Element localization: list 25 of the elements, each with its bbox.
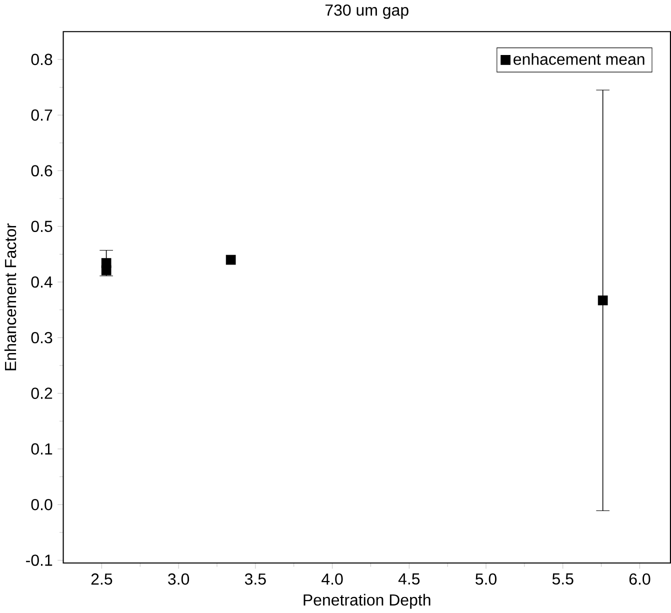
- legend-label: enhacement mean: [514, 53, 644, 65]
- x-tick-label: 5.5: [552, 573, 574, 584]
- x-axis-title: Penetration Depth: [304, 594, 430, 609]
- x-tick-label: 3.0: [168, 573, 190, 585]
- y-tick-label: 0.5: [31, 220, 52, 232]
- y-tick-label: 0.6: [31, 164, 52, 176]
- point: [101, 265, 112, 276]
- y-axis-title: Enhancement Factor: [4, 223, 16, 370]
- y-tick-label: -0.1: [26, 554, 52, 566]
- x-tick-label: 5.0: [476, 573, 497, 585]
- point: [226, 254, 236, 265]
- x-tick-label: 3.5: [244, 573, 266, 585]
- y-tick-label: 0.2: [31, 388, 52, 399]
- x-tick-label: 4.5: [398, 573, 420, 584]
- y-tick-label: 0.4: [31, 276, 52, 288]
- x-tick-label: 6.0: [629, 573, 650, 585]
- y-tick-label: 0.0: [31, 498, 52, 510]
- chart-title: 730 um gap: [325, 4, 408, 19]
- y-tick-label: 0.3: [31, 332, 52, 344]
- x-tick-label: 4.0: [322, 573, 343, 585]
- point: [598, 295, 608, 306]
- y-tick-label: 0.8: [31, 54, 52, 65]
- y-tick-label: 0.1: [31, 443, 52, 454]
- x-tick-label: 2.5: [91, 573, 112, 585]
- y-tick-label: 0.7: [31, 109, 52, 121]
